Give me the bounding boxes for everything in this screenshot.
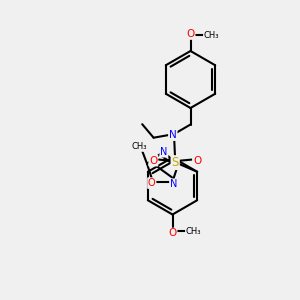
- Text: O: O: [168, 229, 177, 238]
- Text: N: N: [160, 147, 168, 157]
- Text: CH₃: CH₃: [186, 227, 201, 236]
- Text: O: O: [186, 29, 195, 39]
- Text: CH₃: CH₃: [131, 142, 147, 151]
- Text: N: N: [169, 130, 177, 140]
- Text: CH₃: CH₃: [204, 31, 219, 40]
- Text: O: O: [148, 178, 156, 188]
- Text: N: N: [170, 179, 177, 189]
- Text: O: O: [193, 156, 201, 166]
- Text: S: S: [172, 156, 179, 169]
- Text: O: O: [149, 156, 158, 166]
